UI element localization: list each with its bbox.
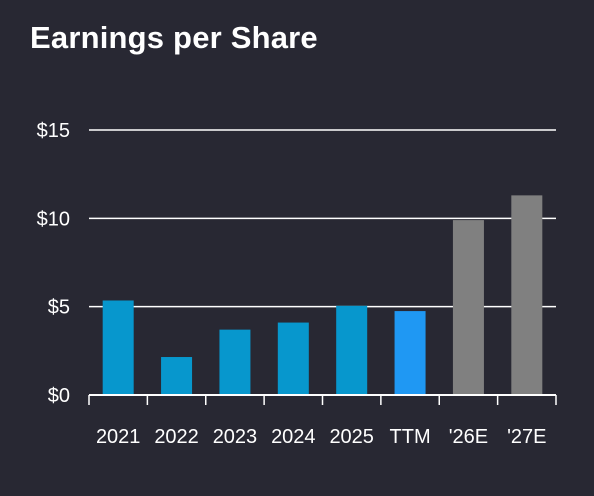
bar [452, 220, 484, 395]
x-tick-label: 2024 [271, 426, 316, 448]
bar [161, 357, 193, 395]
chart-title: Earnings per Share [30, 20, 318, 55]
bar [102, 300, 134, 395]
x-tick-label: 2021 [96, 426, 141, 448]
x-tick-label: 2022 [154, 426, 199, 448]
y-tick-label: $0 [48, 385, 70, 407]
y-tick-label: $15 [37, 120, 70, 142]
x-tick-label: 2023 [213, 426, 258, 448]
bar [219, 329, 251, 395]
bar [511, 195, 543, 395]
bar [336, 305, 368, 395]
x-tick-label: 2025 [329, 426, 374, 448]
x-tick-label: TTM [390, 426, 431, 448]
bar [277, 322, 309, 395]
x-tick-label: '26E [449, 426, 488, 448]
y-tick-label: $10 [37, 208, 70, 230]
y-tick-label: $5 [48, 297, 70, 319]
x-tick-label: '27E [507, 426, 546, 448]
bar [394, 311, 426, 395]
